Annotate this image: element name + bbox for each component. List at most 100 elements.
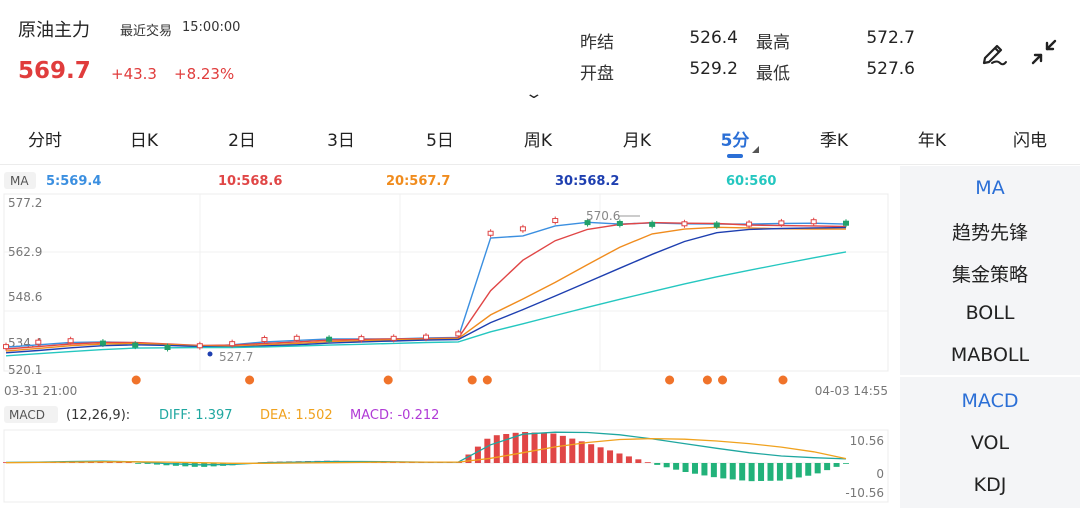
time-axis-end: 04-03 14:55 bbox=[815, 384, 888, 398]
tab-weekly-k[interactable]: 周K bbox=[523, 131, 553, 151]
macd-dea-line bbox=[5, 437, 847, 464]
macd-bar bbox=[805, 463, 812, 476]
indicator-macd[interactable]: MACD bbox=[961, 390, 1019, 412]
macd-axis-label: 0 bbox=[876, 467, 884, 481]
tab-monthly-k[interactable]: 月K bbox=[622, 131, 652, 151]
prev-settle-label: 昨结 bbox=[580, 33, 614, 53]
macd-bar bbox=[484, 438, 491, 463]
macd-bar bbox=[795, 463, 802, 478]
indicator-boll[interactable]: BOLL bbox=[965, 302, 1015, 324]
price-axis-label: 577.2 bbox=[8, 196, 42, 210]
candle bbox=[552, 218, 559, 224]
tab-flash[interactable]: 闪电 bbox=[1013, 131, 1047, 151]
high-value: 572.7 bbox=[866, 28, 915, 48]
indicator-vol[interactable]: VOL bbox=[970, 432, 1010, 454]
macd-bar bbox=[758, 463, 765, 481]
event-marker-dot bbox=[718, 375, 728, 385]
candles bbox=[3, 216, 849, 352]
macd-bar bbox=[663, 463, 670, 468]
candle bbox=[519, 226, 526, 232]
tab-2-day[interactable]: 2日 bbox=[228, 131, 256, 151]
high-label: 最高 bbox=[756, 33, 790, 53]
macd-bar bbox=[710, 463, 717, 478]
period-tabs: 分时 日K 2日 3日 5日 周K 月K 5分 季K 年K 闪电 bbox=[0, 118, 1080, 158]
macd-bar bbox=[578, 441, 585, 463]
event-marker-dot bbox=[778, 375, 788, 385]
macd-bar bbox=[748, 463, 755, 482]
macd-bar bbox=[154, 463, 161, 465]
candle bbox=[99, 340, 106, 346]
price-panel-frame bbox=[3, 193, 889, 372]
macd-bar bbox=[116, 462, 123, 463]
low-value: 527.6 bbox=[866, 59, 915, 79]
macd-tag[interactable]: MACD bbox=[9, 408, 45, 422]
chevron-down-icon[interactable]: ⌄ bbox=[524, 86, 544, 102]
kline-chart[interactable]: MA 5:569.4 10:568.6 20:567.7 30:568.2 60… bbox=[0, 166, 898, 508]
macd-bar bbox=[739, 463, 746, 481]
macd-bar bbox=[597, 447, 604, 463]
candle bbox=[843, 220, 849, 226]
indicator-maboll[interactable]: MABOLL bbox=[950, 344, 1030, 366]
candle bbox=[423, 334, 429, 340]
event-marker-dot bbox=[482, 375, 492, 385]
tab-yearly-k[interactable]: 年K bbox=[917, 131, 947, 151]
macd-bar bbox=[135, 463, 142, 464]
pen-draw-icon[interactable] bbox=[978, 36, 1010, 68]
macd-bar bbox=[786, 463, 793, 480]
tab-quarterly-k[interactable]: 季K bbox=[819, 131, 849, 151]
period-dropdown-icon[interactable] bbox=[752, 146, 759, 153]
tab-timeshare[interactable]: 分时 bbox=[28, 131, 62, 151]
tab-5-day[interactable]: 5日 bbox=[426, 131, 454, 151]
macd-bar bbox=[824, 463, 831, 471]
ma-tag[interactable]: MA bbox=[10, 174, 29, 188]
macd-axis-label: -10.56 bbox=[845, 486, 884, 500]
candle bbox=[132, 342, 139, 348]
macd-bar bbox=[673, 463, 680, 470]
tab-daily-k[interactable]: 日K bbox=[129, 131, 159, 151]
indicator-ma[interactable]: MA bbox=[975, 177, 1005, 199]
ma60-legend: 60:560 bbox=[726, 174, 776, 189]
macd-bar bbox=[125, 462, 132, 463]
macd-bar bbox=[654, 463, 661, 465]
indicator-side-menu: MA 趋势先锋 集金策略 BOLL MABOLL MACD VOL KDJ bbox=[900, 166, 1080, 508]
candle bbox=[326, 336, 333, 342]
tab-5-minute[interactable]: 5分 bbox=[720, 131, 750, 151]
indicator-trend-pioneer[interactable]: 趋势先锋 bbox=[951, 222, 1028, 244]
last-price: 569.7 bbox=[18, 58, 91, 84]
indicator-fund-strategy[interactable]: 集金策略 bbox=[951, 264, 1028, 286]
price-axis-label: 548.6 bbox=[8, 290, 42, 304]
macd-panel-frame bbox=[3, 429, 889, 503]
prev-settle-value: 526.4 bbox=[689, 28, 738, 48]
candle bbox=[261, 337, 268, 343]
macd-bar bbox=[729, 463, 736, 480]
price-change: +43.3 bbox=[111, 65, 157, 83]
tab-3-day[interactable]: 3日 bbox=[327, 131, 355, 151]
candle bbox=[35, 339, 42, 345]
price-change-percent: +8.23% bbox=[174, 65, 235, 83]
instrument-name[interactable]: 原油主力 bbox=[18, 20, 90, 41]
event-marker-dot bbox=[467, 375, 477, 385]
macd-bar bbox=[607, 450, 614, 463]
ma5-line bbox=[5, 221, 847, 348]
macd-axis-label: 10.56 bbox=[850, 434, 884, 448]
ma20-legend: 20:567.7 bbox=[386, 174, 450, 189]
macd-lines bbox=[5, 431, 847, 466]
open-value: 529.2 bbox=[689, 59, 738, 79]
high-marker-label: 570.6 bbox=[586, 209, 620, 223]
macd-tag-box[interactable] bbox=[4, 406, 58, 423]
macd-diff-line bbox=[5, 431, 847, 466]
ma-tag-box[interactable] bbox=[4, 172, 36, 189]
collapse-arrows-icon[interactable] bbox=[1028, 36, 1060, 68]
indicator-kdj[interactable]: KDJ bbox=[973, 474, 1007, 496]
macd-bar bbox=[682, 463, 689, 473]
macd-value-legend: MACD: -0.212 bbox=[350, 408, 439, 423]
macd-bar bbox=[843, 463, 849, 464]
event-marker-dot bbox=[702, 375, 712, 385]
active-tab-indicator bbox=[727, 154, 743, 158]
macd-bar bbox=[144, 463, 151, 464]
macd-bar bbox=[776, 463, 783, 481]
candle bbox=[584, 220, 591, 226]
event-marker-dot bbox=[131, 375, 141, 385]
price-axis-label: 520.1 bbox=[8, 363, 42, 377]
ma20-line bbox=[5, 226, 846, 352]
